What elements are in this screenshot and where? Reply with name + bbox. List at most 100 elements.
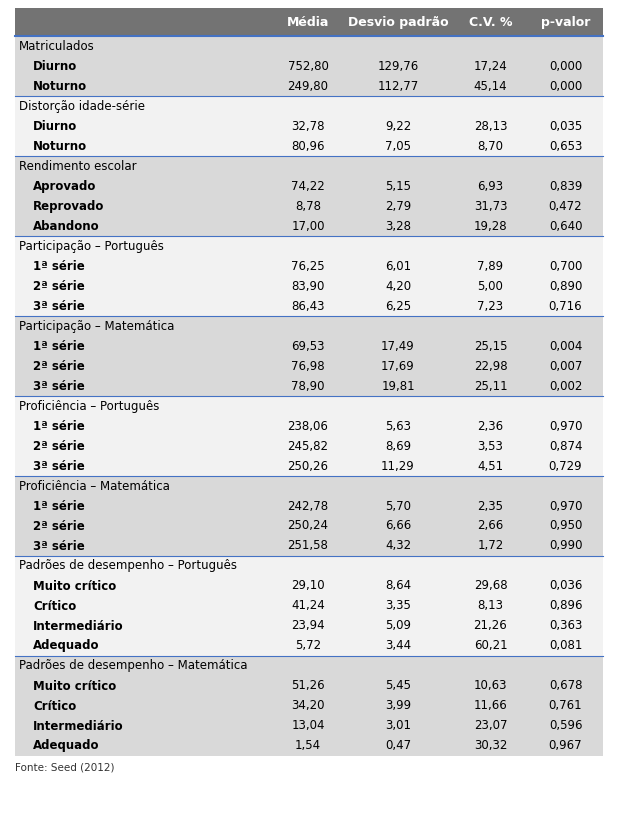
Text: 5,45: 5,45 (385, 680, 411, 692)
Text: 0,761: 0,761 (549, 700, 582, 712)
Text: 19,28: 19,28 (473, 219, 507, 233)
Text: 3,53: 3,53 (478, 440, 504, 453)
Text: 19,81: 19,81 (381, 379, 415, 393)
Text: 17,00: 17,00 (291, 219, 324, 233)
Text: 0,700: 0,700 (549, 259, 582, 273)
Text: Fonte: Seed (2012): Fonte: Seed (2012) (15, 762, 114, 772)
Text: Adequado: Adequado (33, 740, 99, 752)
Text: 0,653: 0,653 (549, 139, 582, 153)
Text: 3,28: 3,28 (385, 219, 411, 233)
Text: 251,58: 251,58 (287, 540, 328, 552)
Text: Participação – Português: Participação – Português (19, 239, 164, 253)
Text: 8,69: 8,69 (385, 440, 411, 453)
Text: Aprovado: Aprovado (33, 179, 96, 193)
Text: 242,78: 242,78 (287, 500, 329, 513)
Text: 1,54: 1,54 (295, 740, 321, 752)
Text: 23,94: 23,94 (291, 620, 325, 632)
Text: 17,24: 17,24 (473, 59, 507, 73)
Text: 2ª série: 2ª série (33, 359, 85, 373)
Text: 10,63: 10,63 (474, 680, 507, 692)
Text: 8,13: 8,13 (478, 600, 504, 612)
Text: 112,77: 112,77 (378, 79, 418, 93)
Bar (15, 236, 603, 316)
Text: 249,80: 249,80 (287, 79, 329, 93)
Text: 0,729: 0,729 (549, 460, 582, 473)
Text: 76,25: 76,25 (291, 259, 325, 273)
Text: 0,874: 0,874 (549, 440, 582, 453)
Text: 1,72: 1,72 (477, 540, 504, 552)
Text: 41,24: 41,24 (291, 600, 325, 612)
Text: 0,002: 0,002 (549, 379, 582, 393)
Text: 0,970: 0,970 (549, 500, 582, 513)
Text: 0,678: 0,678 (549, 680, 582, 692)
Text: 0,950: 0,950 (549, 520, 582, 532)
Text: 1ª série: 1ª série (33, 339, 85, 353)
Text: 3,01: 3,01 (385, 720, 411, 732)
Text: 250,24: 250,24 (287, 520, 329, 532)
Text: 3,99: 3,99 (385, 700, 411, 712)
Text: Participação – Matemática: Participação – Matemática (19, 319, 174, 333)
Text: 69,53: 69,53 (291, 339, 324, 353)
Text: 0,035: 0,035 (549, 119, 582, 133)
Text: 2ª série: 2ª série (33, 520, 85, 532)
Text: 0,363: 0,363 (549, 620, 582, 632)
Text: 1ª série: 1ª série (33, 500, 85, 513)
Text: 83,90: 83,90 (291, 279, 324, 293)
Text: Noturno: Noturno (33, 139, 87, 153)
Text: Abandono: Abandono (33, 219, 99, 233)
Text: 5,15: 5,15 (385, 179, 411, 193)
Text: 0,896: 0,896 (549, 600, 582, 612)
Bar (15, 656, 603, 756)
Text: 31,73: 31,73 (474, 199, 507, 213)
Text: Proficiência – Português: Proficiência – Português (19, 399, 159, 413)
Text: 0,000: 0,000 (549, 59, 582, 73)
Bar (15, 156, 603, 236)
Text: 245,82: 245,82 (287, 440, 329, 453)
Bar (15, 96, 603, 156)
Text: Diurno: Diurno (33, 119, 77, 133)
Text: 9,22: 9,22 (385, 119, 411, 133)
Text: 3ª série: 3ª série (33, 379, 85, 393)
Text: Crítico: Crítico (33, 600, 76, 612)
Text: 17,49: 17,49 (381, 339, 415, 353)
Text: 0,47: 0,47 (385, 740, 411, 752)
Text: 0,081: 0,081 (549, 640, 582, 652)
Bar (15, 396, 603, 476)
Text: 0,000: 0,000 (549, 79, 582, 93)
Text: 0,472: 0,472 (549, 199, 582, 213)
Text: 4,32: 4,32 (385, 540, 411, 552)
Text: 30,32: 30,32 (474, 740, 507, 752)
Text: 3ª série: 3ª série (33, 460, 85, 473)
Text: 1ª série: 1ª série (33, 420, 85, 433)
Text: 3,35: 3,35 (385, 600, 411, 612)
Text: 45,14: 45,14 (473, 79, 507, 93)
Text: 5,63: 5,63 (385, 420, 411, 433)
Text: 3ª série: 3ª série (33, 540, 85, 552)
Text: 250,26: 250,26 (287, 460, 329, 473)
Text: p-valor: p-valor (541, 16, 590, 28)
Text: 86,43: 86,43 (291, 299, 324, 313)
Text: 5,72: 5,72 (295, 640, 321, 652)
Text: 0,640: 0,640 (549, 219, 582, 233)
Text: Intermediário: Intermediário (33, 620, 124, 632)
Text: 0,596: 0,596 (549, 720, 582, 732)
Text: Muito crítico: Muito crítico (33, 680, 116, 692)
Text: 0,036: 0,036 (549, 580, 582, 592)
Bar (15, 316, 603, 396)
Text: Proficiência – Matemática: Proficiência – Matemática (19, 480, 170, 493)
Text: 25,15: 25,15 (474, 339, 507, 353)
Text: 76,98: 76,98 (291, 359, 325, 373)
Text: C.V. %: C.V. % (468, 16, 512, 28)
Text: Muito crítico: Muito crítico (33, 580, 116, 592)
Text: 23,07: 23,07 (474, 720, 507, 732)
Text: Adequado: Adequado (33, 640, 99, 652)
Text: 5,70: 5,70 (385, 500, 411, 513)
Text: Matriculados: Matriculados (19, 39, 95, 53)
Text: Distorção idade-série: Distorção idade-série (19, 99, 145, 113)
Text: 22,98: 22,98 (473, 359, 507, 373)
Text: 17,69: 17,69 (381, 359, 415, 373)
Text: 0,970: 0,970 (549, 420, 582, 433)
Text: 60,21: 60,21 (473, 640, 507, 652)
Text: 0,839: 0,839 (549, 179, 582, 193)
Text: 2,35: 2,35 (478, 500, 504, 513)
